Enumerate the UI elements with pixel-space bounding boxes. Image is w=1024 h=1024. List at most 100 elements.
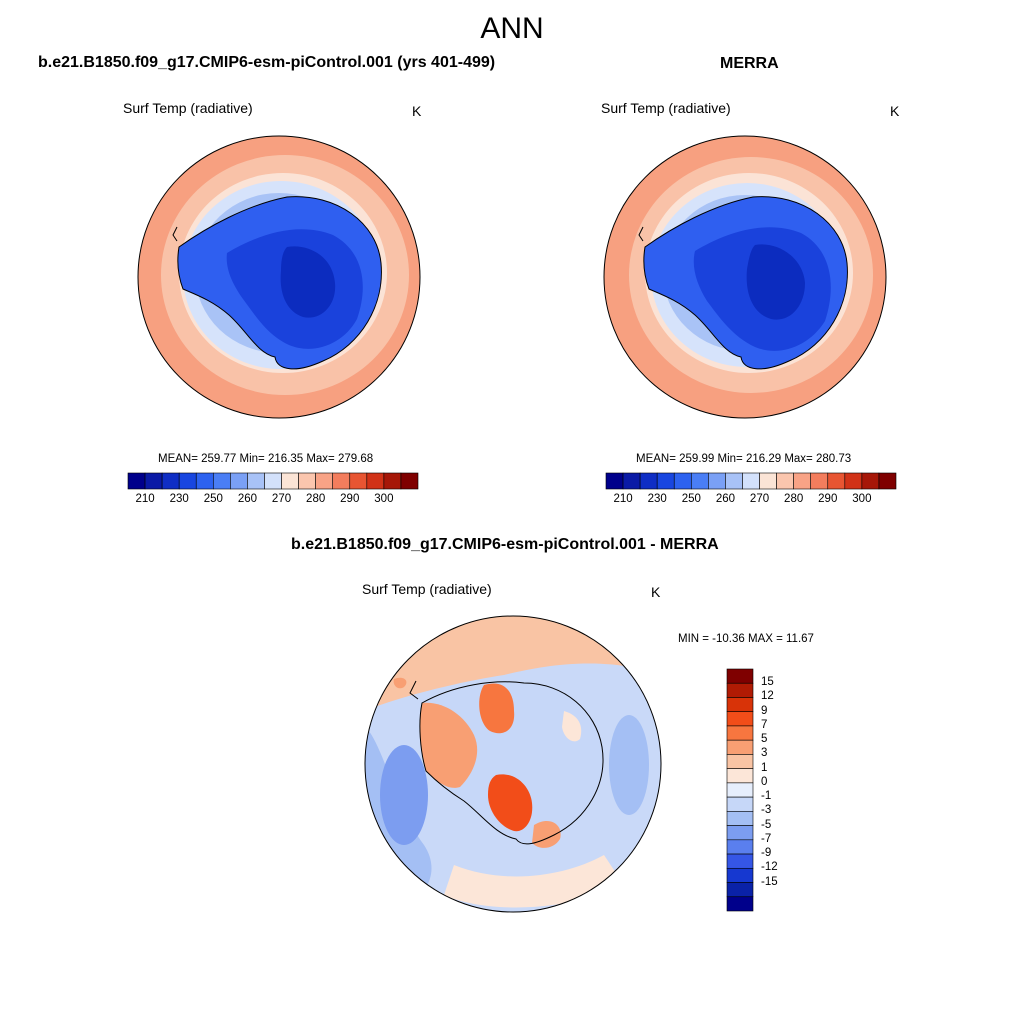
panel2-colorbar-box <box>827 472 846 490</box>
panel3-colorbar-box <box>726 825 754 841</box>
panel2-colorbar-box <box>708 472 726 490</box>
panel1-colorbar-box <box>230 472 248 490</box>
panel3-colorbar-tick-label: 3 <box>761 747 768 760</box>
panel1-heading: b.e21.B1850.f09_g17.CMIP6-esm-piControl.… <box>38 54 496 71</box>
panel2-colorbar-box <box>605 472 624 490</box>
panel1-units-label: K <box>412 103 422 119</box>
panel1-colorbar-box <box>161 472 180 490</box>
panel2-heading: MERRA <box>720 55 779 72</box>
panel1-colorbar-tick-label: 300 <box>374 493 394 505</box>
panel2-colorbar-tick-label: 260 <box>715 493 735 505</box>
panel1-colorbar-tick-label: 250 <box>203 493 223 505</box>
panel3-colorbar-tick-label: 15 <box>761 676 774 689</box>
panel1-colorbar-box <box>127 472 146 490</box>
panel2-stats: MEAN= 259.99 Min= 216.29 Max= 280.73 <box>636 453 852 465</box>
panel2-colorbar <box>605 472 897 490</box>
panel2-colorbar-box <box>793 472 812 490</box>
panel3-variable-label: Surf Temp (radiative) <box>362 581 492 597</box>
panel3-colorbar-box <box>726 668 754 684</box>
panel3-polar-map <box>364 615 662 913</box>
panel1-colorbar-tick-label: 280 <box>306 493 326 505</box>
panel3-colorbar-box <box>726 754 754 769</box>
panel1-colorbar-box <box>281 472 299 490</box>
panel3-colorbar-box <box>726 697 754 713</box>
panel2-variable-label: Surf Temp (radiative) <box>601 100 731 116</box>
figure-title: ANN <box>480 12 544 45</box>
panel1-colorbar-box <box>247 472 265 490</box>
panel2-colorbar-box <box>656 472 675 490</box>
panel3-colorbar-tick-label: -3 <box>761 804 772 817</box>
panel2-colorbar-tick-label: 270 <box>749 493 770 505</box>
panel2-colorbar-box <box>622 472 641 490</box>
panel2-colorbar-tick-label: 250 <box>681 493 701 505</box>
panel2-colorbar-tick-label: 280 <box>784 493 804 505</box>
panel3-colorbar-tick-label: -12 <box>761 861 778 874</box>
panel3-colorbar-tick-label: 9 <box>761 704 768 717</box>
panel1-polar-map <box>137 135 421 419</box>
panel1-colorbar-box <box>383 472 402 490</box>
panel1-colorbar <box>127 472 419 490</box>
panel2-colorbar-tick-label: 230 <box>647 493 667 505</box>
panel3-colorbar-box <box>726 896 754 912</box>
panel3-colorbar-box <box>726 711 754 727</box>
panel3-colorbar-box <box>726 853 754 869</box>
panel2-colorbar-box <box>861 472 880 490</box>
panel3-heading: b.e21.B1850.f09_g17.CMIP6-esm-piControl.… <box>291 536 719 553</box>
panel3-colorbar-tick-label: 1 <box>761 761 768 774</box>
panel1-colorbar-tick-label: 260 <box>237 493 257 505</box>
panel3-colorbar <box>726 668 754 912</box>
panel3-colorbar-box <box>726 725 754 741</box>
panel1-colorbar-box <box>298 472 316 490</box>
panel3-colorbar-box <box>726 768 754 784</box>
panel2-colorbar-box <box>878 472 897 490</box>
panel1-colorbar-box <box>315 472 334 490</box>
panel3-stats: MIN = -10.36 MAX = 11.67 <box>678 633 814 645</box>
panel1-colorbar-box <box>400 472 419 490</box>
panel3-units-label: K <box>651 584 661 600</box>
panel2-colorbar-box <box>639 472 658 490</box>
panel2-colorbar-box <box>742 472 760 490</box>
panel1-colorbar-tick-label: 290 <box>340 493 360 505</box>
panel1-colorbar-tick-label: 230 <box>169 493 189 505</box>
panel1-colorbar-tick-label: 270 <box>271 493 292 505</box>
panel3-colorbar-tick-label: -7 <box>761 832 772 845</box>
panel3-colorbar-tick-label: -5 <box>761 818 772 831</box>
panel3-colorbar-box <box>726 796 754 812</box>
panel2-colorbar-tick-label: 290 <box>818 493 838 505</box>
panel1-variable-label: Surf Temp (radiative) <box>123 100 253 116</box>
panel1-colorbar-box <box>212 472 231 490</box>
panel3-colorbar-box <box>726 882 754 898</box>
panel1-colorbar-box <box>264 472 282 490</box>
panel2-colorbar-tick-label: 210 <box>613 493 633 505</box>
panel1-colorbar-tick-label: 210 <box>135 493 155 505</box>
panel1-colorbar-box <box>349 472 368 490</box>
panel3-colorbar-box <box>726 682 754 698</box>
panel3-colorbar-box <box>726 811 754 826</box>
panel3-colorbar-tick-label: -15 <box>761 875 778 888</box>
panel1-colorbar-box <box>366 472 385 490</box>
panel3-colorbar-box <box>726 867 754 883</box>
panel2-polar-map <box>603 135 887 419</box>
panel3-colorbar-tick-label: -1 <box>761 790 772 803</box>
panel1-colorbar-box <box>332 472 351 490</box>
panel2-colorbar-box <box>673 472 692 490</box>
panel3-colorbar-tick-label: 5 <box>761 733 768 746</box>
panel1-stats: MEAN= 259.77 Min= 216.35 Max= 279.68 <box>158 453 374 465</box>
panel1-colorbar-box <box>195 472 214 490</box>
panel1-colorbar-box <box>144 472 163 490</box>
panel3-colorbar-tick-label: 12 <box>761 690 774 703</box>
panel3-colorbar-box <box>726 839 754 855</box>
panel2-colorbar-tick-label: 300 <box>852 493 872 505</box>
panel2-colorbar-box <box>759 472 777 490</box>
panel3-colorbar-box <box>726 739 754 755</box>
panel3-colorbar-tick-label: 7 <box>761 718 768 731</box>
panel2-colorbar-box <box>776 472 794 490</box>
panel2-colorbar-box <box>725 472 743 490</box>
panel3-colorbar-tick-label: 0 <box>761 775 768 788</box>
panel1-colorbar-box <box>178 472 197 490</box>
panel3-colorbar-tick-label: -9 <box>761 847 772 860</box>
panel3-colorbar-box <box>726 782 754 798</box>
panel2-units-label: K <box>890 103 900 119</box>
panel2-colorbar-box <box>810 472 829 490</box>
panel2-colorbar-box <box>690 472 709 490</box>
